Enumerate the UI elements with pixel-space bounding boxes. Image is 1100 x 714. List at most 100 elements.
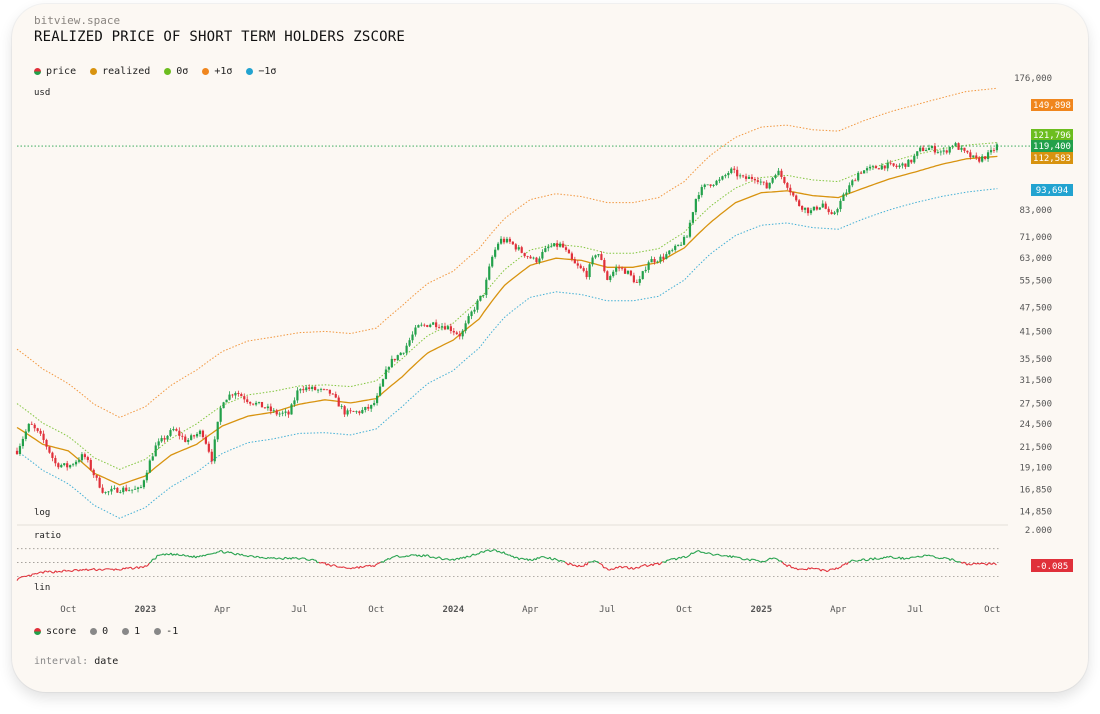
candle-body — [219, 408, 222, 422]
candle-body — [535, 257, 538, 263]
legend-item-zero-sigma[interactable]: 0σ — [164, 66, 188, 77]
score-line-segment — [575, 565, 578, 568]
candle-body — [381, 379, 385, 387]
score-line-segment — [638, 565, 642, 569]
score-last-value-label: -0.085 — [1036, 562, 1069, 572]
score-line-segment — [658, 563, 662, 566]
series-line-plus-one-sigma — [16, 87, 998, 419]
candle-body — [122, 487, 125, 493]
score-line-segment — [989, 563, 993, 565]
interval-value: date — [94, 656, 119, 667]
candle-body — [768, 182, 771, 189]
score-line-segment — [682, 555, 684, 558]
score-line-segment — [56, 570, 59, 573]
score-line-segment — [341, 566, 344, 568]
lin-label[interactable]: lin — [34, 583, 51, 593]
y-tick-label: 83,000 — [1019, 206, 1052, 216]
score-line-segment — [686, 555, 689, 558]
legend-item-level-1[interactable]: 1 — [122, 626, 140, 637]
x-tick-label: Oct — [60, 605, 76, 615]
score-line-segment — [269, 557, 272, 559]
candle-body — [898, 165, 901, 167]
score-line-segment — [352, 567, 355, 569]
score-line-segment — [102, 568, 106, 571]
score-line-segment — [500, 551, 503, 554]
score-line-segment — [267, 556, 270, 559]
last-value-label: 121,796 — [1033, 131, 1071, 141]
score-line-segment — [966, 563, 970, 566]
score-line-segment — [758, 560, 762, 563]
score-line-segment — [85, 568, 89, 571]
score-line-segment — [791, 566, 794, 569]
score-line-segment — [162, 553, 166, 556]
score-line-segment — [440, 557, 443, 560]
score-line-segment — [166, 553, 169, 556]
score-line-segment — [512, 555, 515, 559]
legend-label: 0 — [102, 626, 109, 637]
legend-item-score[interactable]: score — [34, 626, 76, 637]
score-line-segment — [664, 559, 668, 563]
interval-setting[interactable]: interval: date — [34, 656, 118, 667]
chart-card: bitview.space REALIZED PRICE OF SHORT TE… — [12, 4, 1088, 692]
score-line-segment — [594, 560, 597, 563]
score-line-segment — [735, 556, 738, 558]
score-line-segment — [677, 556, 680, 559]
score-line-segment — [789, 565, 793, 569]
candle-body — [730, 168, 733, 173]
legend-item-price[interactable]: price — [34, 66, 76, 77]
candle-body — [860, 172, 863, 174]
candle-body — [913, 155, 916, 163]
candle-body — [228, 394, 231, 400]
legend-item-plus-one-sigma[interactable]: +1σ — [202, 66, 232, 77]
y-tick-label: 21,500 — [1019, 443, 1052, 453]
candle-body — [942, 150, 945, 152]
score-line-segment — [889, 555, 892, 558]
score-line-segment — [273, 557, 277, 560]
score-line-segment — [367, 564, 370, 567]
candle-body — [570, 253, 573, 260]
score-line-segment — [81, 568, 84, 571]
legend-item-level-0[interactable]: 0 — [90, 626, 108, 637]
candle-body — [272, 410, 275, 412]
candle-body — [618, 267, 621, 269]
score-line-segment — [230, 551, 233, 554]
score-line-segment — [349, 567, 352, 570]
chart-title: REALIZED PRICE OF SHORT TERM HOLDERS ZSC… — [34, 29, 406, 45]
score-line-segment — [825, 569, 828, 573]
score-line-segment — [644, 564, 648, 567]
score-line-segment — [706, 552, 709, 554]
score-line-segment — [523, 558, 526, 561]
legend-item-level-minus-1[interactable]: -1 — [154, 626, 178, 637]
score-line-segment — [118, 569, 121, 571]
x-tick-label: 2023 — [134, 605, 156, 615]
candle-body — [865, 168, 869, 171]
y-tick-label: 35,500 — [1019, 355, 1052, 365]
legend-item-realized[interactable]: realized — [90, 66, 150, 77]
score-line-segment — [726, 555, 729, 558]
score-line-segment — [133, 567, 136, 570]
score-line-segment — [196, 555, 199, 558]
score-line-segment — [672, 557, 675, 560]
score-line-segment — [330, 564, 334, 567]
site-name[interactable]: bitview.space — [34, 14, 121, 27]
candle-body — [741, 175, 745, 177]
score-line-segment — [994, 563, 997, 566]
candle-body — [901, 163, 904, 166]
candle-body — [494, 249, 497, 257]
chart-svg[interactable]: 176,000 83,000 71,000 63,000 55,500 47,500 41,… — [12, 4, 1088, 692]
candle-body — [558, 243, 562, 247]
y-tick-label: 31,500 — [1019, 376, 1052, 386]
candle-body — [358, 411, 361, 414]
score-line-segment — [497, 550, 500, 553]
score-line-segment — [286, 557, 289, 560]
score-line-segment — [703, 552, 706, 554]
scale-label[interactable]: log — [34, 508, 51, 518]
candle-body — [671, 249, 674, 251]
candle-body — [172, 429, 175, 431]
legend-item-minus-one-sigma[interactable]: −1σ — [246, 66, 276, 77]
score-line-segment — [809, 567, 812, 570]
score-line-segment — [503, 551, 506, 555]
candle-body — [455, 332, 458, 334]
candle-body — [269, 406, 272, 411]
candle-body — [620, 267, 624, 269]
